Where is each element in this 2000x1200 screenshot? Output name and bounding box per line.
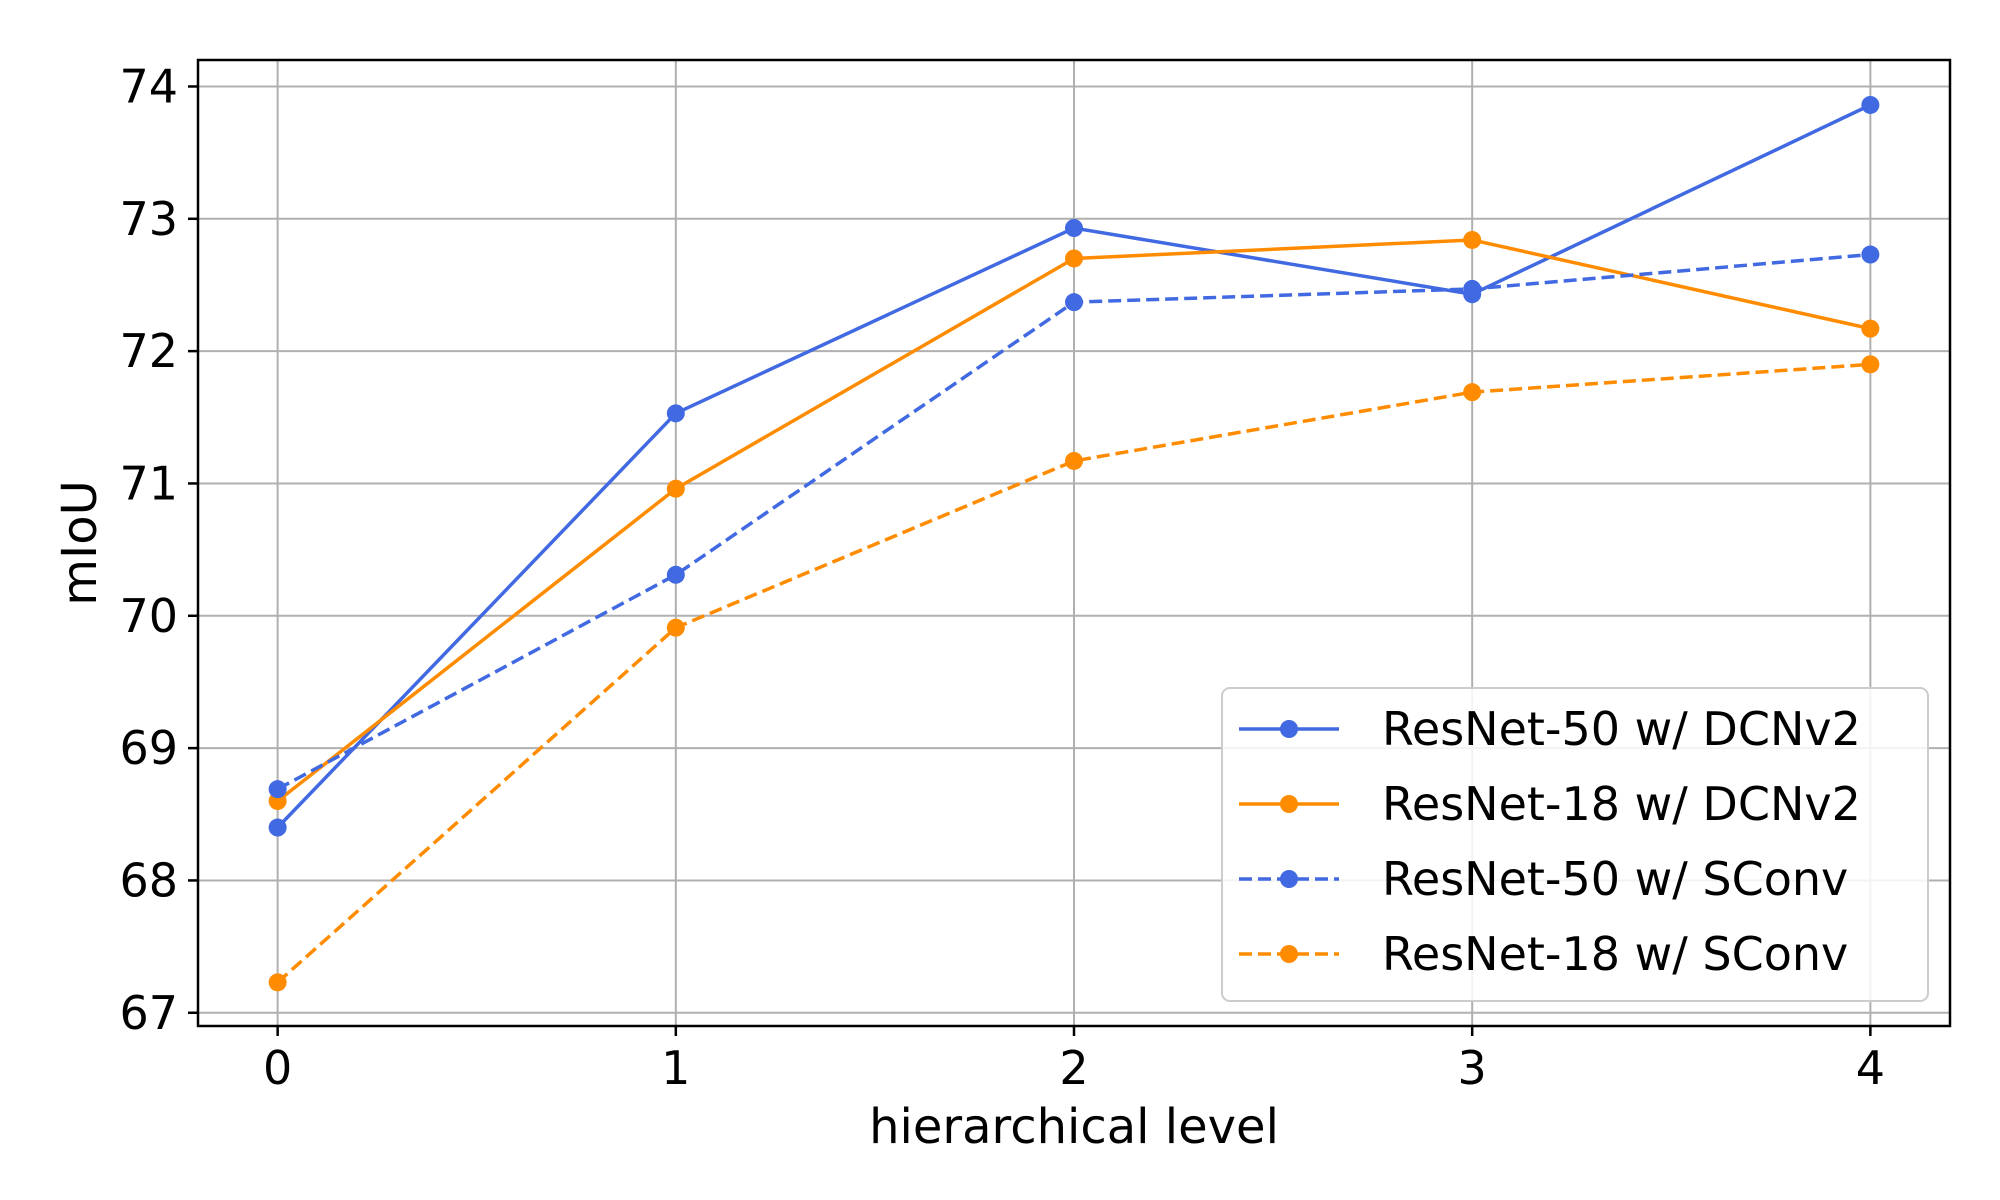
x-tick-label: 0 xyxy=(263,1041,292,1095)
legend-item: ResNet-18 w/ SConv xyxy=(1239,927,1848,981)
x-tick-label: 3 xyxy=(1458,1041,1487,1095)
x-axis-title: hierarchical level xyxy=(869,1099,1279,1155)
legend-marker xyxy=(1280,945,1298,963)
x-tick-label: 1 xyxy=(661,1041,690,1095)
legend-item: ResNet-18 w/ DCNv2 xyxy=(1239,777,1861,831)
data-point xyxy=(1463,383,1482,402)
data-point xyxy=(1861,355,1880,374)
y-tick-label: 67 xyxy=(119,986,178,1040)
y-tick-label: 71 xyxy=(119,456,178,510)
legend-item: ResNet-50 w/ SConv xyxy=(1239,852,1848,906)
data-point xyxy=(268,973,287,992)
x-tick-label: 4 xyxy=(1856,1041,1885,1095)
data-point xyxy=(1861,319,1880,338)
legend-marker xyxy=(1280,870,1298,888)
y-tick-label: 74 xyxy=(119,59,178,113)
data-point xyxy=(1065,249,1083,268)
grid-lines xyxy=(198,60,1950,1026)
series-lines xyxy=(268,95,1880,992)
data-point xyxy=(268,780,287,799)
data-point xyxy=(1065,451,1083,470)
x-tick-label: 2 xyxy=(1059,1041,1088,1095)
series-4 xyxy=(268,355,1880,992)
legend-box xyxy=(1221,687,1929,1002)
y-tick-label: 69 xyxy=(119,721,178,775)
legend-label: ResNet-50 w/ DCNv2 xyxy=(1382,702,1861,756)
legend: ResNet-50 w/ DCNv2 ResNet-18 w/ DCNv2 ResN… xyxy=(1221,687,1929,1002)
y-tick-label: 70 xyxy=(119,589,178,643)
data-point xyxy=(1065,293,1083,312)
data-point xyxy=(1463,279,1482,298)
legend-label: ResNet-50 w/ SConv xyxy=(1382,852,1848,906)
axis-ticks: 0 1 2 3 4 67 68 69 70 71 72 73 74 xyxy=(119,59,1885,1095)
data-point xyxy=(1861,95,1880,114)
series-2 xyxy=(268,230,1880,811)
data-point xyxy=(666,618,685,637)
y-tick-label: 73 xyxy=(119,192,178,246)
legend-marker xyxy=(1280,720,1298,738)
data-point xyxy=(666,404,685,423)
series-3 xyxy=(268,245,1880,799)
y-tick-label: 72 xyxy=(119,324,178,378)
data-point xyxy=(1861,245,1880,264)
data-point xyxy=(666,565,685,584)
legend-marker xyxy=(1280,795,1298,813)
series-1 xyxy=(268,95,1880,837)
data-point xyxy=(1065,219,1083,238)
data-point xyxy=(666,479,685,498)
series-line xyxy=(276,362,1871,984)
legend-label: ResNet-18 w/ DCNv2 xyxy=(1382,777,1861,831)
legend-label: ResNet-18 w/ SConv xyxy=(1382,927,1848,981)
data-point xyxy=(1463,230,1482,249)
y-axis-title: mIoU xyxy=(52,480,108,605)
y-tick-label: 68 xyxy=(119,853,178,907)
legend-item: ResNet-50 w/ DCNv2 xyxy=(1239,702,1861,756)
data-point xyxy=(268,818,287,837)
